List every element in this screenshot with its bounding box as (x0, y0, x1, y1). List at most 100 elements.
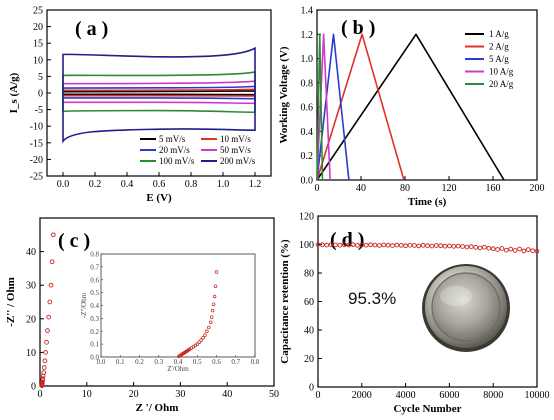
panel-b-plot-frame (316, 9, 538, 181)
panel-c-inset-y-tick-label: 0.1 (90, 341, 99, 349)
panel-d-data-point (368, 242, 373, 248)
panel-a-x-tick-label: 1.2 (249, 179, 262, 190)
panel-c-x-tick-label: 40 (222, 389, 232, 400)
panel-b-y-tick-label: 0.0 (301, 176, 314, 187)
panel-c-y-tick-label: 10 (26, 348, 36, 359)
panel-a-y-tick-label: -5 (35, 105, 43, 116)
panel-d-y-tick-label: 40 (304, 326, 314, 337)
panel-d-data-point (355, 243, 360, 248)
panel-a-y-axis-label: I_s (A/g) (8, 72, 20, 113)
panel-c-inset-x-tick-label: 0.0 (97, 358, 106, 366)
panel-d-data-point (324, 242, 330, 248)
panel-d-x-tick-label: 8000 (483, 390, 503, 401)
panel-a-legend: 5 mV/s 10 mV/s 20 mV/s 50 mV/s 100 mV/s 200 m… (140, 134, 256, 166)
panel-b-y-tick-label: 0.8 (301, 78, 314, 89)
panel-d-y-axis-label: Capacitance retention (%) (279, 239, 291, 364)
panel-c-inset-x-tick-label: 0.8 (251, 358, 260, 366)
panel-d-label: ( d ) (330, 229, 364, 251)
panel-d-data-point (390, 243, 395, 248)
panel-a-y-tick-label: -15 (30, 138, 43, 149)
panel-d-data-point (495, 247, 500, 252)
panel-d-y-tick-label: 60 (304, 297, 314, 308)
panel-a-y-tick-label: 0 (38, 89, 43, 100)
panel-d-data-point (521, 248, 527, 254)
panel-a-legend-label: 10 mV/s (220, 134, 251, 144)
panel-c-data-point (45, 328, 50, 333)
panel-b-x-tick-label: 160 (486, 183, 501, 194)
panel-b-y-tick-label: 0.6 (301, 103, 314, 114)
panel-b-y-tick-label: 1.0 (301, 54, 314, 65)
panel-d-x-tick-label: 4000 (396, 390, 416, 401)
coin-cell-highlight (440, 286, 472, 306)
panel-c-inset-x-tick-label: 0.7 (231, 358, 240, 366)
panel-d-data-point (433, 243, 439, 248)
panel-c-inset-y-tick-label: 0.7 (90, 263, 99, 271)
panel-d-data-point (328, 242, 334, 247)
panel-d-data-point (385, 242, 391, 248)
panel-c-inset-data-point (213, 284, 218, 288)
panel-a-x-tick-label: 1.0 (217, 179, 230, 190)
panel-d-data-point (372, 242, 378, 248)
panel-d-data-point (460, 244, 465, 249)
panel-a-x-axis-label: E (V) (146, 192, 172, 204)
panel-d-retention-annotation: 95.3% (348, 289, 396, 308)
panel-c-y-tick-label: 40 (26, 247, 36, 258)
panel-d-data-point (512, 248, 518, 253)
panel-d-x-tick-label: 6000 (439, 390, 459, 401)
panel-b-gcd-curve-1 (316, 33, 405, 181)
panel-c-inset-data-point (199, 338, 203, 343)
panel-a-y-tick-label: 5 (38, 72, 43, 83)
panel-c-x-tick-label: 0 (38, 389, 43, 400)
panel-c-inset-data-point (201, 335, 205, 340)
panel-c-inset-x-axis-label: Z'/Ohm (167, 365, 189, 373)
panel-c-data-point (48, 282, 54, 288)
panel-c-inset-data-point (209, 315, 214, 319)
panel-a-y-tick-label: -20 (30, 155, 43, 166)
panel-c-x-axis-label: Z '/ Ohm (136, 402, 179, 414)
panel-d-data-point (464, 244, 470, 250)
panel-c-plot-frame (39, 217, 275, 387)
panel-d-data-point (420, 243, 426, 248)
panel-c-label: ( c ) (58, 230, 90, 252)
panel-c-inset-x-tick-label: 0.3 (154, 358, 163, 366)
panel-a-label: ( a ) (75, 18, 108, 40)
panel-b-gcd-curve-4 (316, 33, 324, 181)
panel-c-data-point (41, 365, 47, 370)
panel-d-data-point (490, 246, 496, 252)
panel-a-y-tick-label: 20 (33, 22, 43, 33)
panel-d-y-tick-label: 0 (309, 383, 314, 394)
panel-c-data-point (49, 259, 55, 265)
panel-d-data-point (320, 242, 325, 248)
panel-b-axes: 0 40 80 120 160 200 0.0 0.2 0.4 0.6 0.8 1.0 1.2 1.4 Ti… (278, 6, 545, 209)
panel-b-legend-label: 5 A/g (489, 54, 509, 64)
panel-d-data-point (499, 246, 505, 251)
panel-d-data-point (412, 243, 417, 248)
panel-c-inset-data-point (203, 333, 207, 337)
panel-a-legend-label: 20 mV/s (159, 145, 190, 155)
panel-a-legend-label: 100 mV/s (159, 156, 195, 166)
panel-b-x-tick-label: 0 (315, 183, 320, 194)
panel-c-inset-data-point (197, 340, 201, 344)
panel-b-y-axis-label: Working Voltage (V) (278, 46, 290, 144)
panel-d-data-point (525, 247, 531, 252)
panel-d-data-point (381, 242, 387, 248)
panel-b-legend-label: 20 A/g (489, 79, 514, 89)
panel-d-y-tick-label: 80 (304, 269, 314, 280)
panel-b-gcd-curve-0 (316, 33, 505, 181)
panel-d-data-point (447, 243, 452, 249)
panel-a-x-tick-label: 0.8 (185, 179, 198, 190)
panel-a-x-tick-label: 0.0 (57, 179, 70, 190)
panel-a-cv-curve-5 (62, 46, 256, 144)
panel-c-data-point (46, 314, 52, 320)
panel-d-data-point (429, 243, 435, 249)
panel-d-data-point (517, 246, 522, 252)
panel-d-data-point (530, 248, 535, 254)
panel-d-data-point (376, 243, 382, 248)
panel-c-inset-data-point (212, 294, 217, 299)
panel-d-data-point (398, 243, 404, 248)
panel-d-data-point (442, 243, 448, 249)
panel-b-x-axis-label: Time (s) (408, 196, 447, 208)
panel-d-data-point (350, 242, 356, 247)
panel-c-inset-data-point (211, 302, 216, 306)
